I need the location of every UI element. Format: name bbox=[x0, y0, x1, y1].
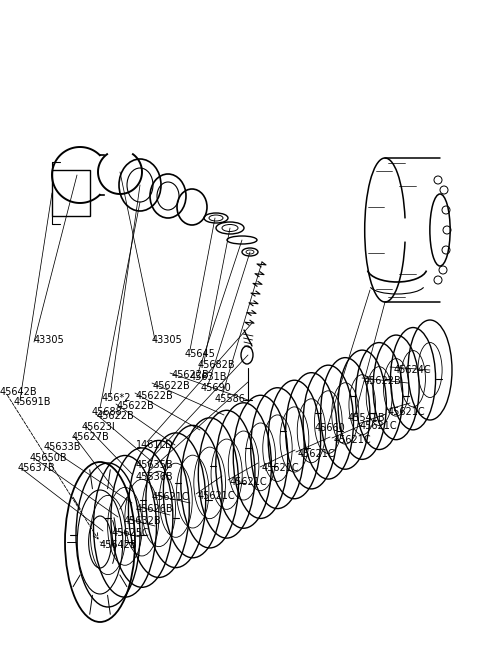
Text: 456*2: 456*2 bbox=[102, 393, 132, 403]
Text: 45621C: 45621C bbox=[360, 421, 397, 431]
Bar bbox=[52, 170, 90, 216]
Text: 1461LD: 1461LD bbox=[136, 440, 174, 450]
Text: 45650B: 45650B bbox=[30, 453, 68, 463]
Text: 43305: 43305 bbox=[152, 335, 183, 345]
Text: 45624C: 45624C bbox=[394, 365, 432, 375]
Text: 45691B: 45691B bbox=[14, 397, 51, 407]
Text: 45621C: 45621C bbox=[198, 491, 236, 501]
Text: 45622B: 45622B bbox=[172, 370, 210, 380]
Text: 45637B: 45637B bbox=[18, 463, 56, 473]
Text: 45621C: 45621C bbox=[388, 407, 426, 417]
Text: 45621C: 45621C bbox=[152, 492, 190, 502]
Text: 45632B: 45632B bbox=[124, 516, 162, 526]
Text: 45622B: 45622B bbox=[136, 391, 174, 401]
Text: 45627B: 45627B bbox=[72, 432, 110, 442]
Text: 45623I: 45623I bbox=[82, 422, 116, 432]
Text: 45536B: 45536B bbox=[136, 472, 174, 482]
Text: 45622B: 45622B bbox=[364, 376, 402, 386]
Text: 45622B: 45622B bbox=[97, 411, 135, 421]
Text: 45621C: 45621C bbox=[230, 477, 268, 487]
Text: 45645: 45645 bbox=[185, 349, 216, 359]
Text: 45621C: 45621C bbox=[262, 463, 300, 473]
Text: 45660: 45660 bbox=[315, 423, 346, 433]
Text: 45621C: 45621C bbox=[334, 435, 372, 445]
Text: 45642B: 45642B bbox=[100, 540, 138, 550]
Text: 45690: 45690 bbox=[201, 383, 232, 393]
Text: 45688: 45688 bbox=[92, 407, 123, 417]
Text: 45642B: 45642B bbox=[0, 387, 37, 397]
Text: 45682B: 45682B bbox=[198, 360, 236, 370]
Text: 45625C: 45625C bbox=[112, 528, 150, 538]
Text: 45586: 45586 bbox=[215, 394, 246, 404]
Text: 45621C: 45621C bbox=[298, 449, 336, 459]
Text: 43305: 43305 bbox=[34, 335, 65, 345]
Text: 45622B: 45622B bbox=[117, 401, 155, 411]
Text: 45631B: 45631B bbox=[190, 372, 228, 382]
Text: 45635B: 45635B bbox=[136, 460, 174, 470]
Text: 45541B: 45541B bbox=[348, 413, 385, 423]
Text: 45633B: 45633B bbox=[44, 442, 82, 452]
Text: 45622B: 45622B bbox=[153, 381, 191, 391]
Text: 45626B: 45626B bbox=[136, 504, 174, 514]
